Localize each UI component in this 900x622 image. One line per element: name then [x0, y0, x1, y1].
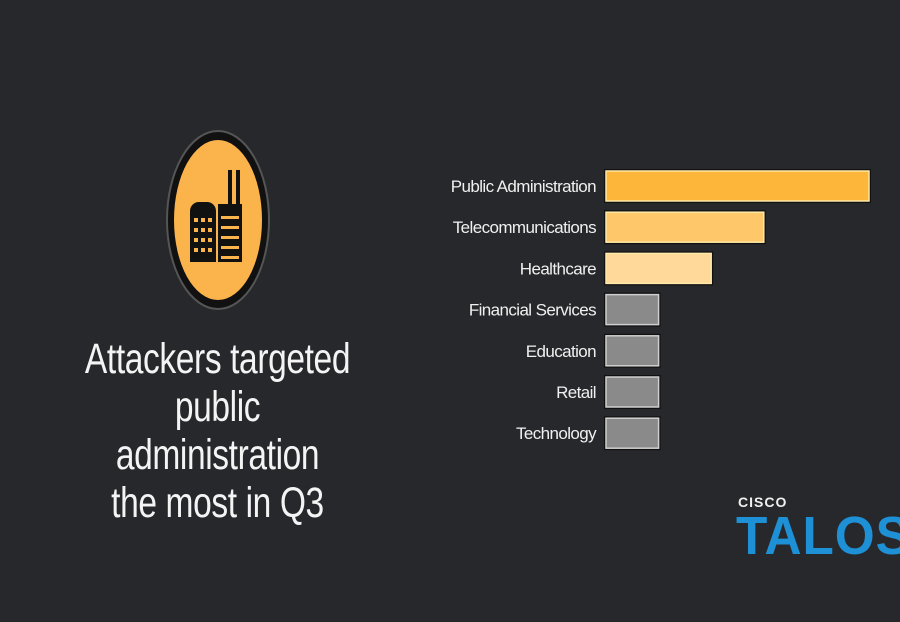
category-label: Telecommunications	[453, 218, 596, 237]
bar-public-administration	[605, 170, 870, 202]
category-label: Retail	[556, 383, 596, 402]
bar-retail	[605, 376, 660, 408]
category-label: Education	[526, 342, 596, 361]
bar-healthcare	[605, 252, 712, 285]
headline-line: Attackers targeted	[84, 335, 351, 383]
bar-education	[605, 335, 660, 367]
category-label: Public Administration	[451, 177, 596, 196]
headline-line: public administration	[115, 383, 320, 479]
building-factory-icon	[166, 130, 270, 310]
cisco-talos-logo: CISCO TALOS	[736, 494, 900, 566]
logo-product: TALOS	[736, 506, 900, 566]
bar-financial-services	[605, 293, 660, 326]
logo-brand: CISCO	[738, 494, 788, 510]
headline-line: the most in Q3	[111, 479, 324, 527]
bar-technology	[605, 417, 660, 449]
category-label: Healthcare	[520, 259, 596, 278]
category-label: Financial Services	[469, 301, 596, 320]
category-label: Technology	[516, 424, 597, 443]
headline: Attackers targeted public administration…	[79, 335, 356, 527]
bar-telecommunications	[605, 211, 765, 243]
